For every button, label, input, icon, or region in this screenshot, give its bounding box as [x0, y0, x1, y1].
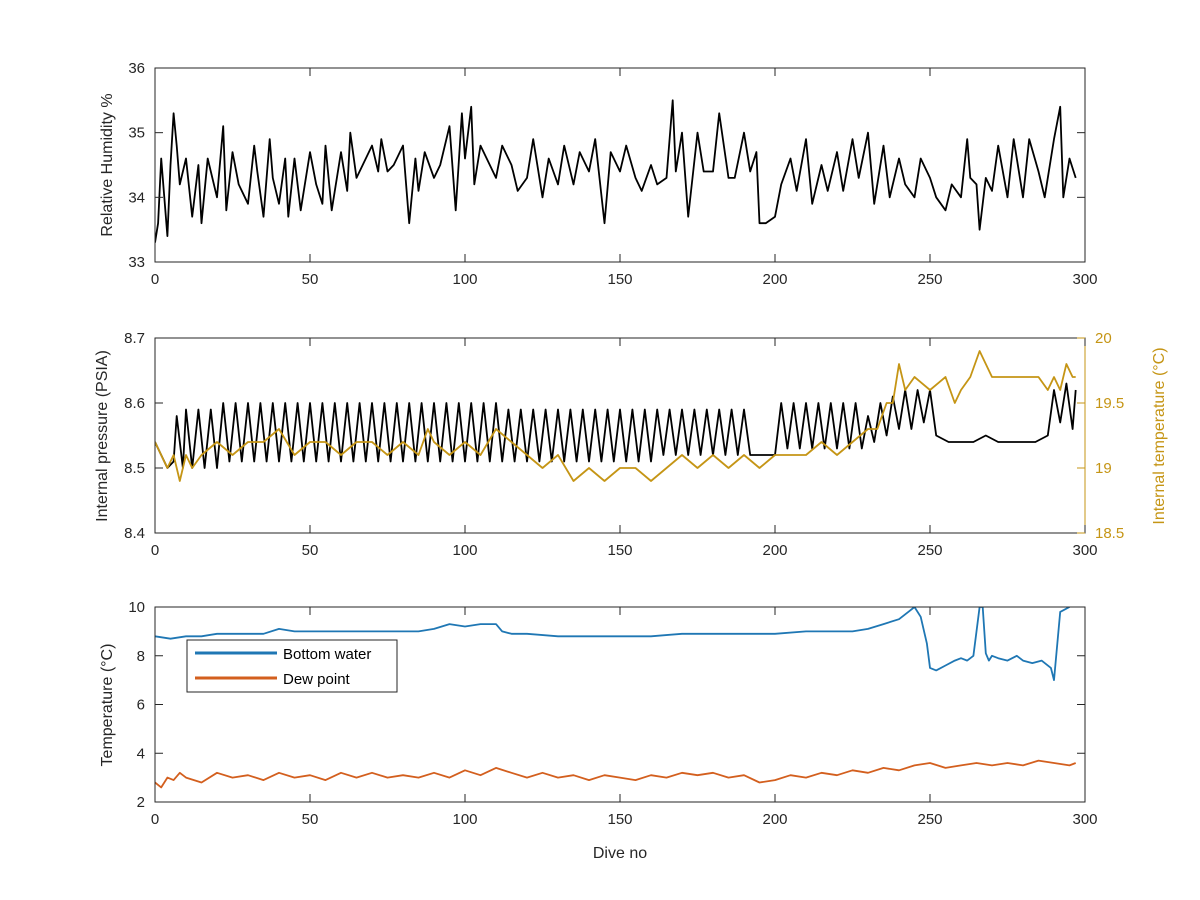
humidity-y-tick-label: 34: [128, 189, 145, 206]
pressure-y-tick-label: 8.7: [124, 330, 145, 347]
pressure-x-tick-label: 150: [607, 542, 632, 559]
legend-box: [186, 639, 398, 693]
temperature-x-tick-label: 300: [1072, 811, 1097, 828]
temperature-right-tick-label: 19: [1095, 460, 1112, 477]
temperature-right-axis-label: Internal temperature (°C): [1151, 347, 1168, 524]
humidity-y-axis-label: Relative Humidity %: [99, 93, 116, 236]
humidity-y-tick-label: 33: [128, 254, 145, 271]
temperature-x-tick-label: 250: [917, 811, 942, 828]
pressure-x-tick-label: 300: [1072, 542, 1097, 559]
temperature-y-tick-label: 6: [137, 697, 145, 714]
temperature-x-tick-label: 150: [607, 811, 632, 828]
temperature-right-axis: 18.5 19 19.5 20: [1077, 330, 1124, 542]
temperature-x-tick-label: 200: [762, 811, 787, 828]
temperature-y-axis-label: Temperature (°C): [99, 644, 116, 767]
temperature-y-tick-label: 10: [128, 599, 145, 616]
humidity-x-tick-label: 300: [1072, 271, 1097, 288]
humidity-y-tick-label: 35: [128, 125, 145, 142]
humidity-plot-area: [155, 99, 1077, 243]
pressure-x-axis: 0 50 100 150 200 250 300: [151, 338, 1098, 559]
humidity-x-tick-label: 50: [302, 271, 319, 288]
legend-dew-point-label: Dew point: [283, 671, 351, 688]
pressure-plot-area: [155, 350, 1077, 482]
pressure-x-tick-label: 0: [151, 542, 159, 559]
humidity-series-0-line: [155, 99, 1077, 243]
humidity-y-axis: 33 34 35 36: [128, 60, 1085, 271]
pressure-y-axis-label: Internal pressure (PSIA): [94, 350, 111, 522]
humidity-x-tick-label: 200: [762, 271, 787, 288]
temperature-y-tick-label: 8: [137, 648, 145, 665]
humidity-y-tick-label: 36: [128, 60, 145, 77]
temperature-right-tick-label: 20: [1095, 330, 1112, 347]
temperature-plot-area: [155, 607, 1077, 789]
temperature-panel: 0 50 100 150 200 250 300 2 4 6 8 10 Temperature (°…: [99, 599, 1098, 862]
humidity-panel: 0 50 100 150 200 250 300 33 34 35 36 Relative Hum…: [99, 60, 1098, 288]
pressure-series-1-line: [155, 350, 1076, 482]
legend-bottom-water-label: Bottom water: [283, 646, 371, 663]
temperature-right-tick-label: 18.5: [1095, 525, 1124, 542]
humidity-x-tick-label: 100: [452, 271, 477, 288]
pressure-panel: 0 50 100 150 200 250 300 8.4 8.5 8.6 8.7 18.5 19 19…: [94, 330, 1168, 559]
dew-point-line: [155, 759, 1077, 789]
pressure-y-axis: 8.4 8.5 8.6 8.7: [124, 330, 163, 542]
pressure-y-tick-label: 8.4: [124, 525, 145, 542]
pressure-y-tick-label: 8.6: [124, 395, 145, 412]
pressure-x-tick-label: 200: [762, 542, 787, 559]
humidity-x-tick-label: 250: [917, 271, 942, 288]
temperature-x-axis: 0 50 100 150 200 250 300: [151, 607, 1098, 828]
x-axis-label: Dive no: [593, 845, 647, 862]
pressure-x-tick-label: 50: [302, 542, 319, 559]
temperature-x-tick-label: 100: [452, 811, 477, 828]
humidity-x-tick-label: 150: [607, 271, 632, 288]
temperature-right-tick-label: 19.5: [1095, 395, 1124, 412]
pressure-y-tick-label: 8.5: [124, 460, 145, 477]
bottom-water-line: [155, 607, 1070, 681]
temperature-x-tick-label: 0: [151, 811, 159, 828]
temperature-y-tick-label: 2: [137, 794, 145, 811]
temperature-y-tick-label: 4: [137, 745, 145, 762]
pressure-x-tick-label: 250: [917, 542, 942, 559]
temperature-y-axis: 2 4 6 8 10: [128, 599, 1085, 811]
humidity-x-axis: 0 50 100 150 200 250 300: [151, 68, 1098, 288]
pressure-series-0-line: [155, 382, 1077, 469]
humidity-x-tick-label: 0: [151, 271, 159, 288]
temperature-x-tick-label: 50: [302, 811, 319, 828]
pressure-x-tick-label: 100: [452, 542, 477, 559]
legend: Bottom water Dew point: [186, 639, 398, 693]
